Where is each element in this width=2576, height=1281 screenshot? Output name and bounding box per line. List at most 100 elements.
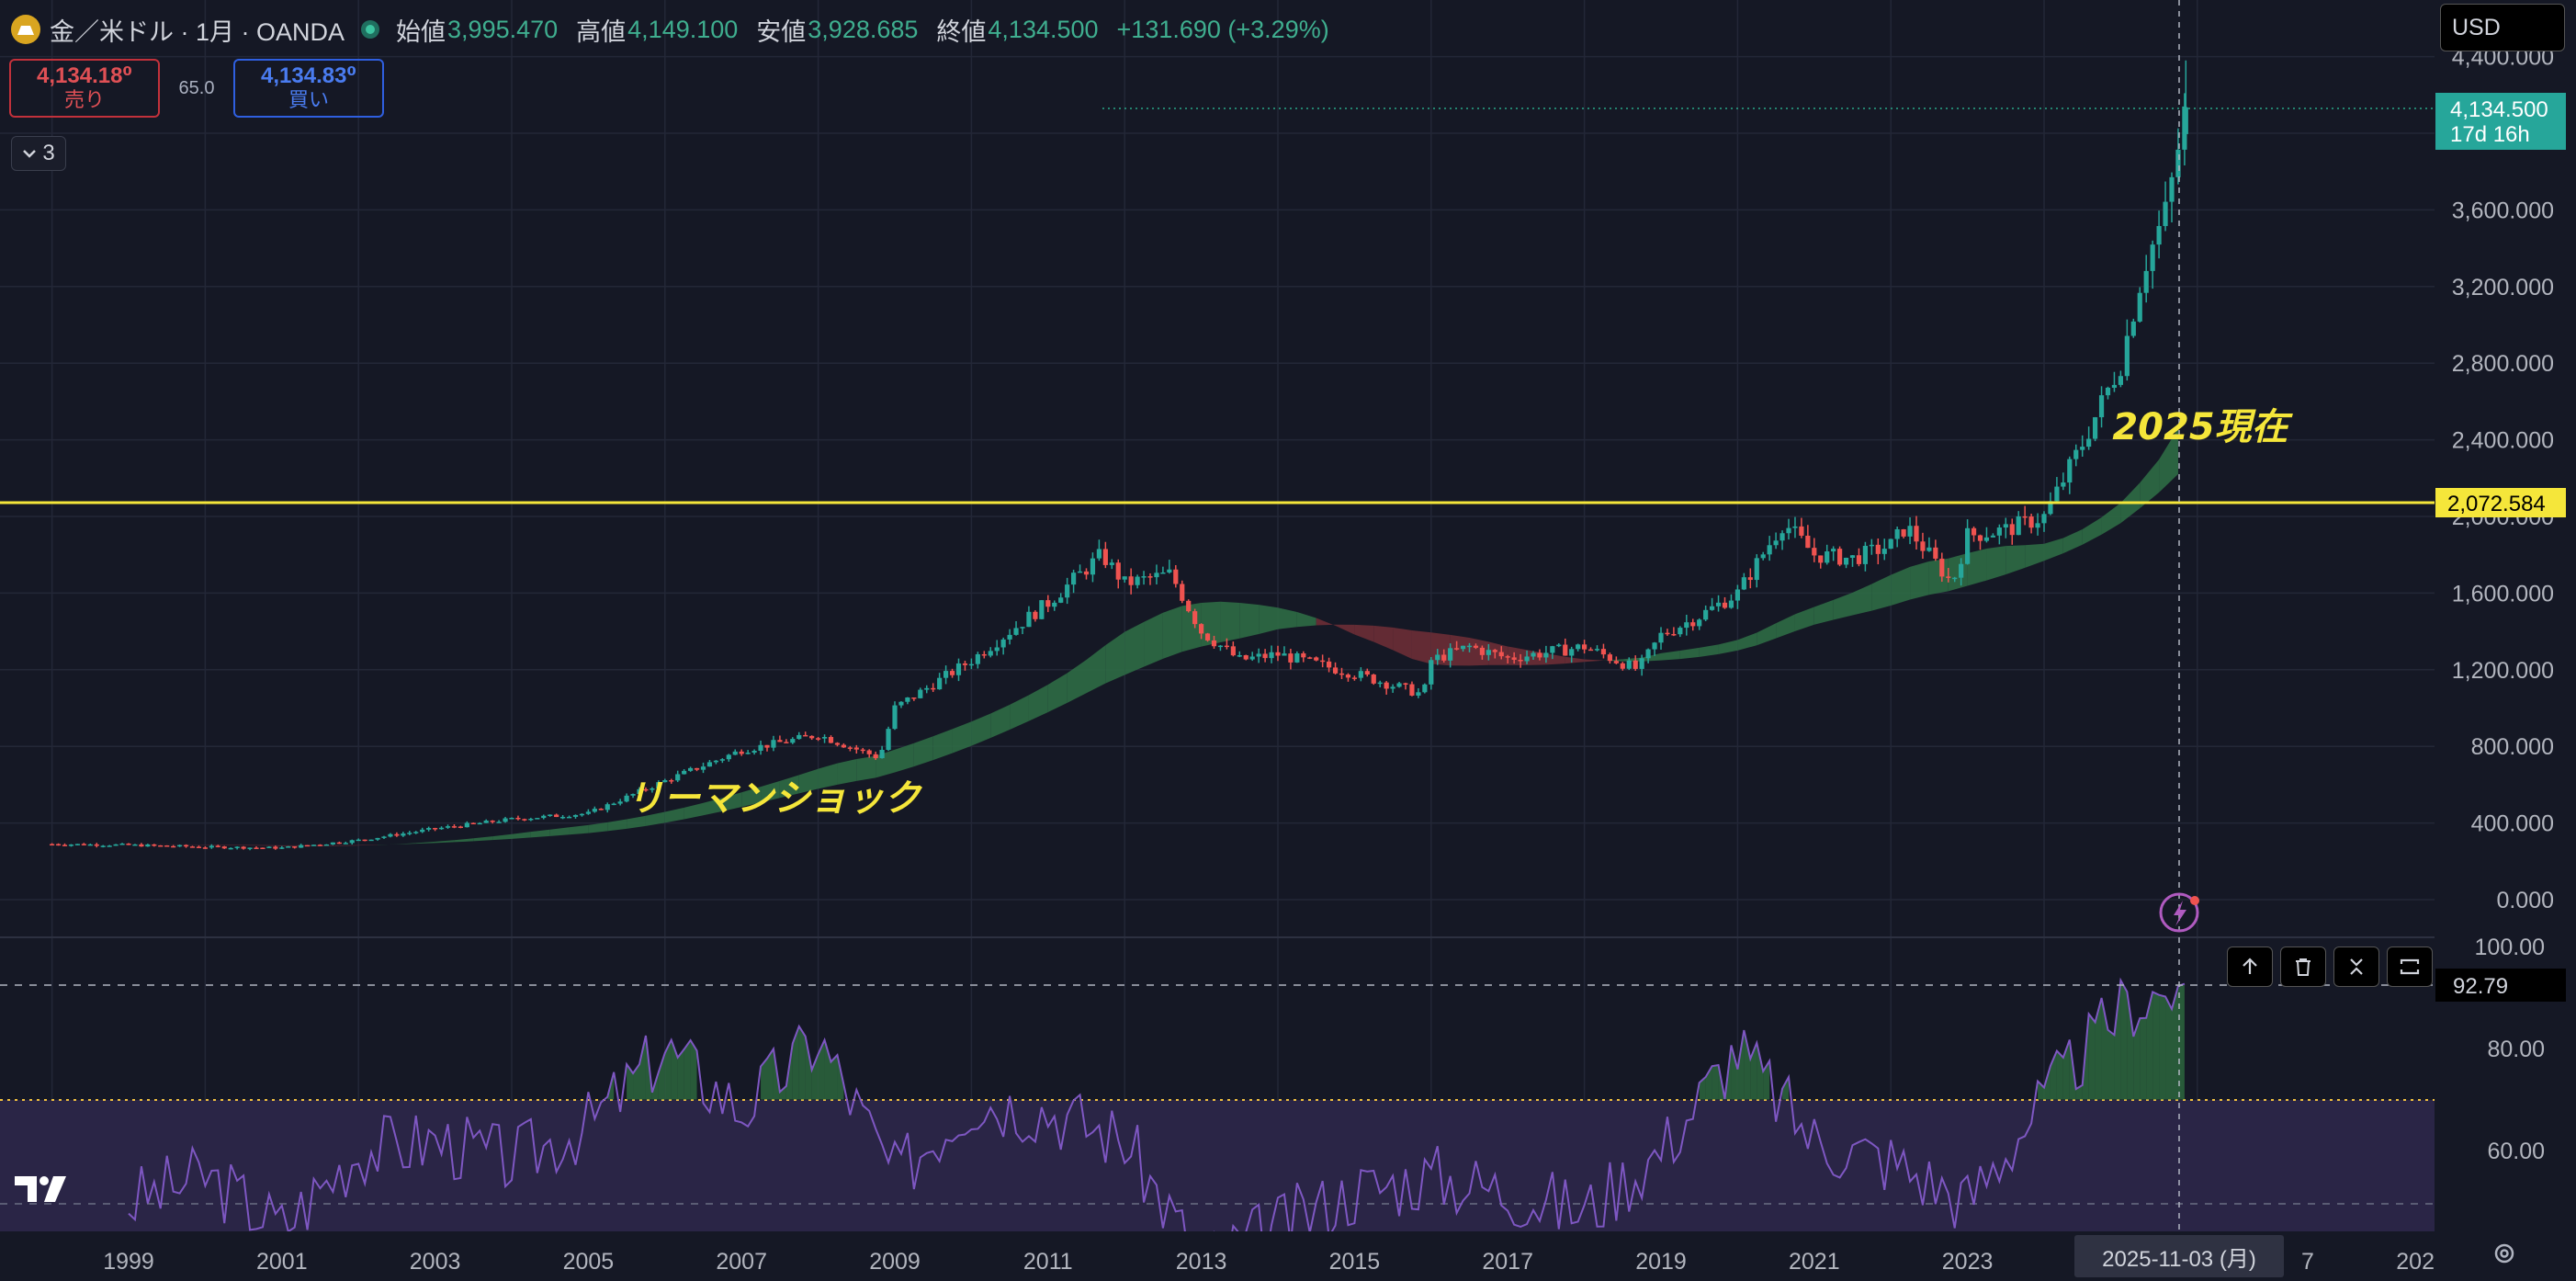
candle [1862,541,1868,572]
candle [1869,538,1874,555]
delete-pane-button[interactable] [2280,947,2326,987]
price-tick-label: 0.000 [2496,888,2554,913]
candle [1007,629,1012,645]
candle [2041,511,2047,532]
ribbon-segment [1201,601,1221,647]
ribbon-segment [1469,637,1489,666]
candle [1045,595,1051,613]
candle [1805,525,1811,549]
ribbon-segment [1679,647,1700,660]
candle [1671,627,1677,637]
buy-button[interactable]: 4,134.83⁰ 買い [233,59,384,118]
symbol-header: 金／米ドル · 1月 · OANDA 始値 3,995.470 高値 4,149… [11,11,1348,48]
candle [1678,626,1683,638]
candle [483,819,489,823]
gear-icon[interactable] [2491,1241,2517,1271]
maximize-pane-button[interactable] [2387,947,2433,987]
candle [790,737,796,744]
candle [694,767,700,772]
ribbon-segment [1220,601,1240,643]
candle [1626,657,1632,671]
candlestick-series [50,60,2188,851]
candle [515,815,521,821]
candle [362,839,367,842]
candle [55,843,62,846]
candle [183,844,189,848]
candle [1703,605,1709,621]
candle [650,787,655,793]
candle [1697,618,1702,630]
ribbon-segment [1393,627,1412,660]
ribbon-segment [761,780,780,803]
candle [1786,518,1791,540]
candle [643,787,649,792]
candle [611,802,616,806]
candle [853,744,859,754]
annotation-lehman[interactable]: リーマンショック [627,777,923,820]
close-label: 終値 [936,17,987,46]
ribbon-segment [1144,612,1163,667]
ribbon-segment [473,836,493,842]
annotation-now[interactable]: 2025現在 [2112,406,2293,448]
sell-button[interactable]: 4,134.18⁰ 売り [9,59,160,118]
candle [892,701,898,731]
candle [873,751,878,761]
candle [879,745,885,759]
candle [1952,576,1958,583]
candle [1518,653,1523,668]
crosshair-date-bg [2074,1235,2284,1277]
candle [1582,640,1587,654]
candle [1920,532,1926,560]
candle [2016,511,2021,536]
lightning-icon[interactable] [2159,892,2199,933]
candle [688,766,694,772]
ribbon-segment [856,755,876,781]
ribbon-segment [798,768,819,794]
candle [1620,662,1625,671]
candle [809,735,815,741]
collapse-pane-button[interactable] [2333,947,2379,987]
rsi-overbought-band [0,1100,2435,1231]
ribbon-segment [1584,659,1604,663]
time-tick-label: 202 [2396,1249,2435,1275]
ribbon-segment [1661,651,1680,661]
ribbon-segment [645,811,665,826]
time-tick-label: 2005 [563,1249,615,1275]
candle [2061,472,2066,491]
move-pane-up-button[interactable] [2227,947,2273,987]
price-tick-label: 2,800.000 [2452,351,2554,377]
candle [1831,546,1836,561]
candle [145,844,151,847]
hline-price-label-bg [2435,488,2566,517]
ribbon-segment [1010,695,1029,730]
indicator-legend-toggle[interactable]: 3 [11,136,66,171]
candle [905,697,910,705]
ribbon-segment [1508,646,1528,665]
hline-price-label: 2,072.584 [2447,492,2546,516]
candle [1448,643,1453,668]
symbol-title[interactable]: 金／米ドル · 1月 · OANDA [50,17,345,46]
gold-symbol-icon[interactable] [11,15,40,44]
ribbon-segment [1259,605,1278,635]
candle [2111,371,2118,392]
candle [509,817,514,820]
candle [1058,593,1064,604]
time-axis-ticks: 1999 2001 2003 2005 2007 2009 2011 2013 2015 2017… [103,1235,2435,1277]
candle [988,647,993,658]
candle [860,747,865,754]
market-status-icon[interactable] [361,20,380,39]
ribbon-segment [1316,618,1336,626]
candle [1173,564,1179,588]
candle [1358,667,1363,682]
candle [2003,517,2008,538]
candle [1741,572,1746,591]
candle [177,845,183,847]
trade-panel: 4,134.18⁰ 売り 65.0 4,134.83⁰ 買い [9,59,384,118]
ribbon-segment [1986,546,2006,581]
tradingview-logo-icon[interactable] [13,1173,73,1210]
candle [1556,643,1562,648]
candle [1435,649,1441,665]
candle [1294,651,1300,663]
currency-selector[interactable]: USD [2440,4,2565,51]
